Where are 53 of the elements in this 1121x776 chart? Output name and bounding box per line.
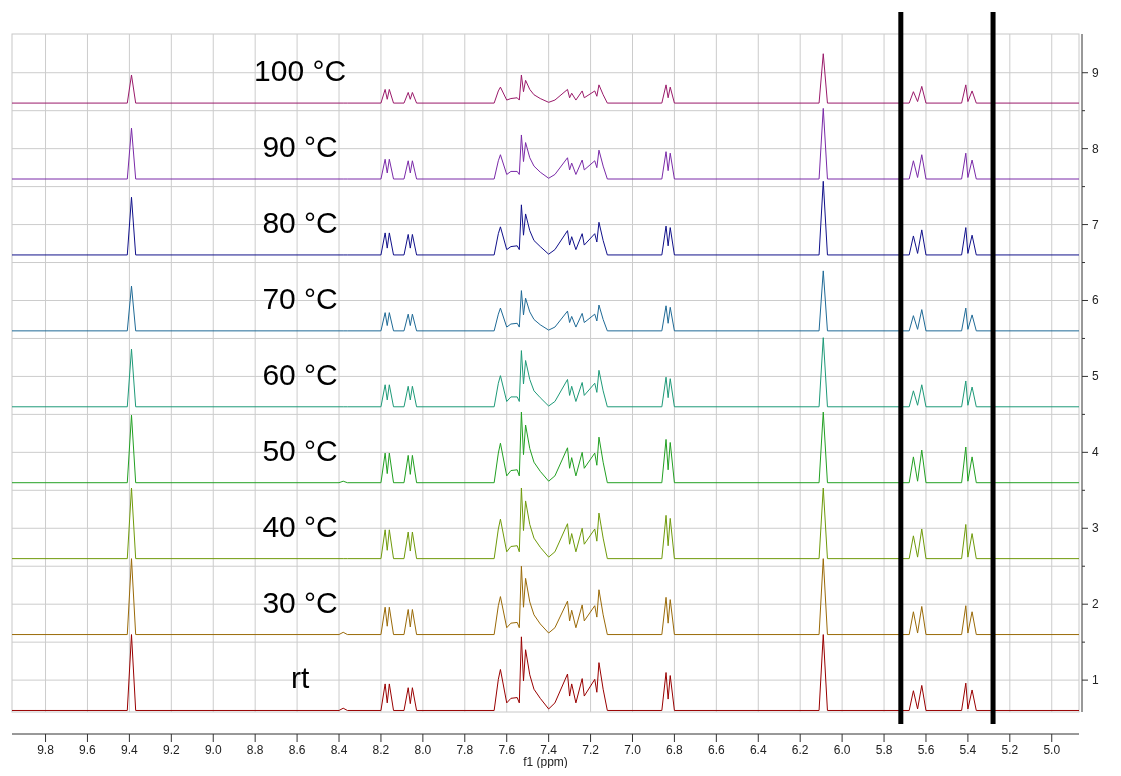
y-tick-label: 8 — [1092, 141, 1099, 156]
y-tick-label: 3 — [1092, 521, 1099, 536]
line-series — [11, 107, 1080, 180]
series-label: 100 °C — [254, 54, 347, 88]
series-label: 70 °C — [262, 281, 338, 315]
y-tick-label: 7 — [1092, 217, 1099, 232]
x-tick-label: 7.2 — [582, 743, 600, 757]
x-tick-label: 6.6 — [708, 743, 726, 757]
series-label: 50 °C — [262, 433, 338, 467]
series-label: 80 °C — [262, 205, 338, 239]
y-tick-label: 6 — [1092, 293, 1099, 308]
series-label: 90 °C — [262, 130, 338, 164]
series-label: rt — [290, 661, 310, 695]
y-tick-label: 5 — [1092, 369, 1099, 384]
line-series — [11, 487, 1080, 560]
y-tick-label: 4 — [1092, 445, 1099, 460]
x-tick-label: 8.8 — [246, 743, 264, 757]
x-tick-label: 5.6 — [917, 743, 935, 757]
x-tick-label: 6.2 — [791, 743, 809, 757]
series-label: 30 °C — [262, 585, 338, 619]
x-axis-title: f1 (ppm) — [523, 755, 568, 769]
line-series — [11, 634, 1080, 711]
x-tick-label: 9.0 — [204, 743, 222, 757]
x-tick-label: 6.4 — [749, 743, 767, 757]
x-tick-label: 6.8 — [666, 743, 684, 757]
x-tick-label: 8.2 — [372, 743, 390, 757]
x-tick-label: 8.4 — [330, 743, 348, 757]
line-series — [11, 337, 1080, 408]
x-tick-label: 8.0 — [414, 743, 432, 757]
series-label: 40 °C — [262, 509, 338, 543]
x-tick-label: 5.8 — [875, 743, 893, 757]
x-tick-label: 9.4 — [121, 743, 139, 757]
x-tick-label: 8.6 — [288, 743, 306, 757]
x-tick-label: 5.4 — [959, 743, 977, 757]
x-tick-label: 7.4 — [540, 743, 558, 757]
x-tick-label: 7.6 — [498, 743, 516, 757]
x-tick-label: 7.8 — [456, 743, 474, 757]
line-series — [11, 180, 1080, 256]
x-tick-label: 5.0 — [1043, 743, 1061, 757]
x-tick-label: 7.0 — [624, 743, 642, 757]
line-series — [11, 411, 1080, 484]
line-series — [11, 270, 1080, 332]
line-series — [11, 53, 1080, 104]
y-tick-label: 9 — [1092, 65, 1099, 80]
line-series — [11, 558, 1080, 636]
y-tick-label: 1 — [1092, 673, 1099, 688]
y-tick-label: 2 — [1092, 597, 1099, 612]
x-tick-label: 5.2 — [1001, 743, 1019, 757]
x-tick-label: 9.2 — [162, 743, 180, 757]
x-tick-label: 6.0 — [833, 743, 851, 757]
x-tick-label: 9.8 — [37, 743, 55, 757]
series-label: 60 °C — [262, 357, 338, 391]
x-tick-label: 9.6 — [79, 743, 97, 757]
